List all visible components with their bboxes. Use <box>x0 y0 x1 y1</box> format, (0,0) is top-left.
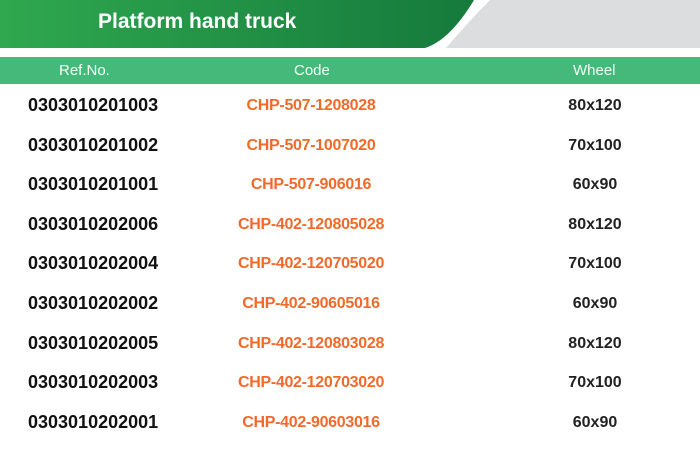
wheel-size: 80x120 <box>568 97 622 114</box>
ref-number: 0303010202006 <box>28 213 159 234</box>
ref-number: 0303010201002 <box>28 134 159 155</box>
product-code: CHP-507-906016 <box>250 176 372 194</box>
ref-number: 0303010202003 <box>28 372 159 393</box>
table-row: 0303010201002 CHP-507-1007020 70x100 <box>0 135 700 165</box>
product-code: CHP-402-120705020 <box>237 255 385 273</box>
green-shape <box>0 0 474 48</box>
wheel-size: 70x100 <box>568 374 622 392</box>
product-code: CHP-402-90603016 <box>242 413 380 431</box>
wheel-size: 80x120 <box>568 215 622 233</box>
ref-number: 0303010202005 <box>28 332 159 353</box>
product-code: CHP-507-1007020 <box>246 136 376 154</box>
column-header-ref: Ref.No. <box>59 62 110 79</box>
column-header-code: Code <box>294 62 330 79</box>
wheel-size: 80x120 <box>568 334 622 352</box>
product-code: CHP-402-120803028 <box>237 334 385 352</box>
table-row: 0303010201003 CHP-507-1208028 80x120 <box>0 95 700 125</box>
wheel-size: 60x90 <box>572 413 618 431</box>
table-row: 0303010202003 CHP-402-120703020 70x100 <box>0 372 700 402</box>
table-row: 0303010202005 CHP-402-120803028 80x120 <box>0 333 700 363</box>
wheel-size: 60x90 <box>572 295 618 312</box>
table-header: Ref.No. Code Wheel <box>0 57 700 84</box>
table-row: 0303010202001 CHP-402-90603016 60x90 <box>0 412 700 442</box>
product-code: CHP-402-120805028 <box>237 215 385 233</box>
table-row: 0303010202004 CHP-402-120705020 70x100 <box>0 253 700 283</box>
wheel-size: 70x100 <box>568 255 622 273</box>
product-code: CHP-507-1208028 <box>246 97 376 114</box>
page-title: Platform hand truck <box>98 10 297 33</box>
ref-number: 0303010202002 <box>28 293 159 313</box>
grey-shape <box>446 0 700 48</box>
column-header-wheel: Wheel <box>573 62 616 79</box>
title-banner <box>0 0 700 48</box>
product-code: CHP-402-90605016 <box>242 295 380 312</box>
table-row: 0303010201001 CHP-507-906016 60x90 <box>0 174 700 204</box>
ref-number: 0303010201003 <box>28 95 159 115</box>
ref-number: 0303010202004 <box>28 253 159 274</box>
table-row: 0303010202002 CHP-402-90605016 60x90 <box>0 293 700 323</box>
wheel-size: 60x90 <box>572 176 618 194</box>
ref-number: 0303010202001 <box>28 411 159 432</box>
product-code: CHP-402-120703020 <box>237 374 385 392</box>
ref-number: 0303010201001 <box>28 174 159 195</box>
table-row: 0303010202006 CHP-402-120805028 80x120 <box>0 214 700 244</box>
wheel-size: 70x100 <box>568 136 622 154</box>
